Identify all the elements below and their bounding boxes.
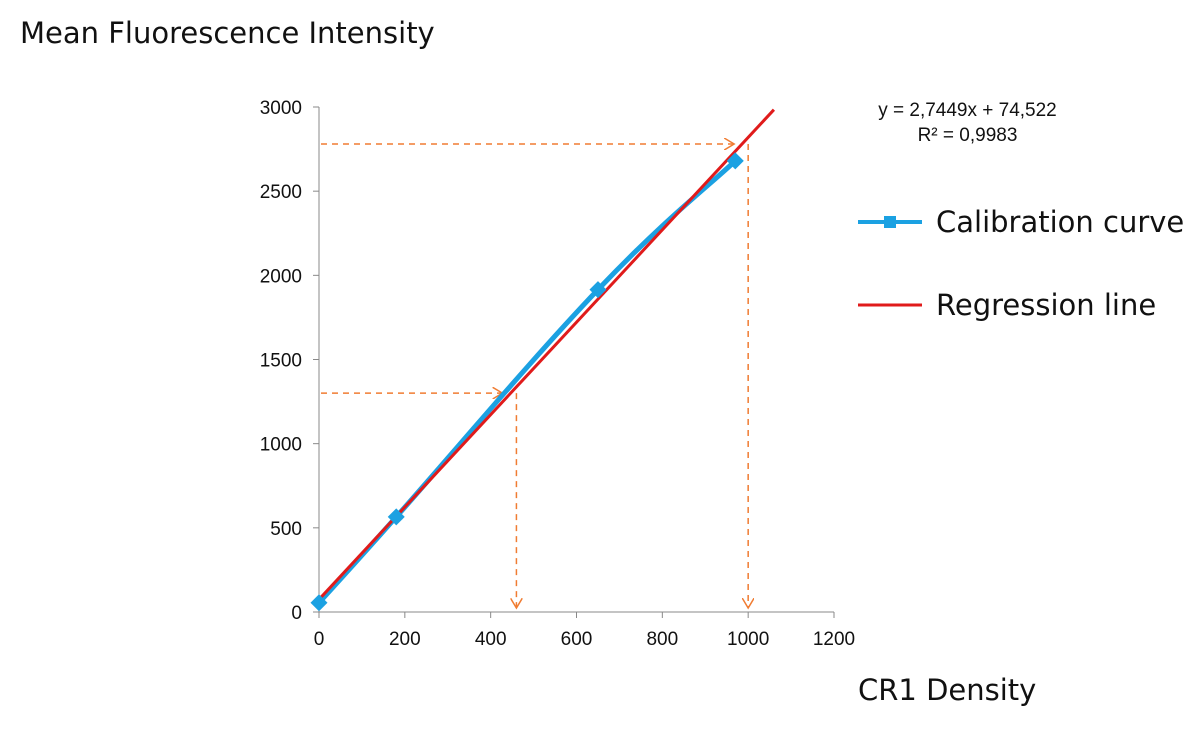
calibration-curve-line bbox=[316, 158, 738, 606]
legend-item-calibration-curve: Calibration curve bbox=[858, 202, 1184, 242]
axes-group: 0 500 1000 1500 2000 2500 3000 0 200 400 600 800 100… bbox=[260, 98, 855, 650]
regression-line-legend-swatch bbox=[858, 303, 922, 307]
r-squared-value: R² = 0,9983 bbox=[917, 125, 1018, 146]
y-tick-label: 1500 bbox=[260, 351, 302, 372]
annotations-group bbox=[321, 144, 748, 608]
x-tick-label: 1200 bbox=[813, 629, 855, 650]
x-axis-title: CR1 Density bbox=[858, 673, 1037, 707]
x-tick-label: 0 bbox=[314, 629, 325, 650]
y-tick-label: 1000 bbox=[260, 435, 302, 456]
y-tick-label: 2500 bbox=[260, 182, 302, 203]
y-tick-label: 500 bbox=[270, 519, 302, 540]
x-tick-label: 800 bbox=[646, 629, 678, 650]
legend-item-regression-line: Regression line bbox=[858, 285, 1156, 325]
x-tick-label: 400 bbox=[475, 629, 507, 650]
calibration-point bbox=[589, 281, 607, 299]
legend-label-calibration-curve: Calibration curve bbox=[936, 205, 1185, 239]
regression-line bbox=[317, 108, 776, 601]
x-tick-label: 600 bbox=[561, 629, 593, 650]
series-group bbox=[310, 108, 776, 612]
calibration-point bbox=[726, 152, 744, 170]
calibration-curve-legend-swatch bbox=[858, 216, 922, 228]
y-axis-title: Mean Fluorescence Intensity bbox=[20, 16, 435, 50]
regression-equation-box: y = 2,7449x + 74,522 R² = 0,9983 bbox=[840, 98, 1095, 148]
x-tick-label: 1000 bbox=[727, 629, 769, 650]
x-tick-label: 200 bbox=[389, 629, 421, 650]
y-tick-label: 3000 bbox=[260, 98, 302, 119]
calibration-point bbox=[387, 508, 405, 526]
legend-label-regression-line: Regression line bbox=[936, 288, 1157, 322]
y-tick-label: 2000 bbox=[260, 266, 302, 287]
regression-equation: y = 2,7449x + 74,522 bbox=[878, 100, 1057, 121]
y-tick-label: 0 bbox=[291, 603, 302, 624]
calibration-point bbox=[310, 594, 328, 612]
